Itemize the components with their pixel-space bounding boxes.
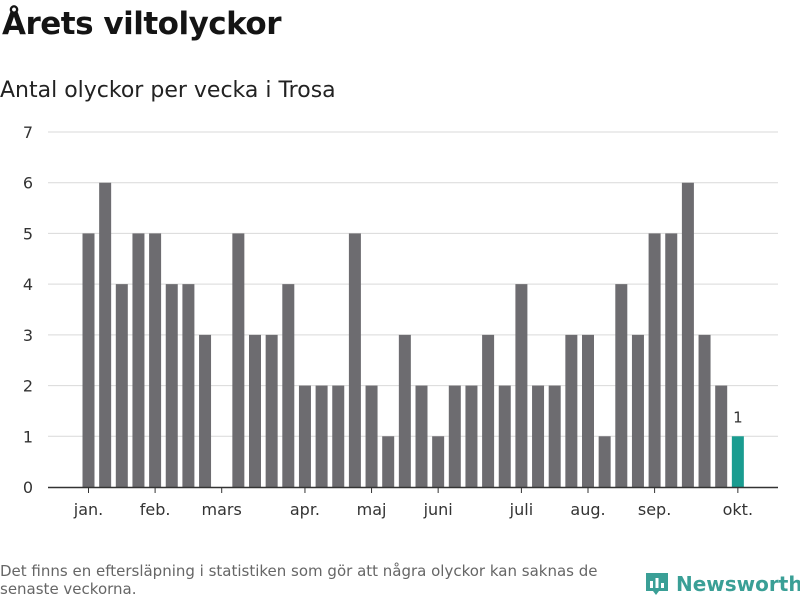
bar — [498, 385, 511, 487]
bar — [548, 385, 561, 487]
x-tick-label: jan. — [73, 500, 103, 519]
bar — [249, 334, 261, 487]
bar — [232, 233, 245, 487]
bar — [182, 284, 195, 487]
bar — [598, 436, 611, 487]
bar — [165, 284, 178, 487]
x-tick-label: apr. — [290, 500, 320, 519]
bar — [715, 385, 728, 487]
bar — [199, 334, 212, 487]
bar — [482, 334, 495, 487]
bar — [265, 334, 278, 487]
bar — [665, 233, 678, 487]
bar — [282, 284, 295, 487]
y-tick-label: 7 — [23, 123, 33, 142]
brand-name: Newsworthy — [676, 572, 800, 596]
bar — [648, 233, 661, 487]
y-tick-label: 0 — [23, 478, 33, 497]
bar-highlight — [731, 436, 744, 487]
y-tick-label: 4 — [23, 275, 33, 294]
brand: Newsworthy — [644, 568, 800, 600]
bar — [615, 284, 628, 487]
x-tick-label: feb. — [140, 500, 171, 519]
bar — [382, 436, 395, 487]
y-tick-label: 6 — [23, 174, 33, 193]
data-label: 1 — [733, 408, 743, 426]
y-tick-label: 2 — [23, 377, 33, 396]
bar — [332, 385, 345, 487]
x-tick-label: aug. — [570, 500, 605, 519]
x-tick-label: juni — [423, 500, 453, 519]
x-tick-label: okt. — [723, 500, 753, 519]
bar — [432, 436, 445, 487]
newsworthy-chart-logo-icon — [646, 573, 668, 595]
x-tick-label: mars — [202, 500, 242, 519]
footnote: Det finns en eftersläpning i statistiken… — [0, 562, 598, 598]
bar — [115, 284, 128, 487]
bar — [99, 182, 112, 487]
bar — [315, 385, 328, 487]
bar — [465, 385, 478, 487]
bar — [448, 385, 461, 487]
y-tick-label: 3 — [23, 326, 33, 345]
x-tick-label: sep. — [638, 500, 671, 519]
x-tick-label: maj — [357, 500, 387, 519]
x-tick-label: juli — [509, 500, 533, 519]
bar — [132, 233, 145, 487]
chart-subtitle: Antal olyckor per vecka i Trosa — [0, 78, 336, 103]
bar — [149, 233, 162, 487]
chart-title: Årets viltolyckor — [2, 6, 282, 42]
y-tick-label: 5 — [23, 224, 33, 243]
bar — [582, 334, 594, 487]
bar — [681, 182, 694, 487]
bar — [415, 385, 428, 487]
bar — [565, 334, 578, 487]
bar — [298, 385, 311, 487]
bar-chart: 0 1 2 3 4 5 6 7 1 jan. feb. mars apr. maj juni juli aug.… — [23, 123, 778, 519]
bar — [398, 334, 411, 487]
bar — [348, 233, 361, 487]
bar — [82, 233, 95, 487]
bar — [365, 385, 378, 487]
y-tick-label: 1 — [23, 427, 33, 446]
bar — [631, 334, 644, 487]
bar — [532, 385, 545, 487]
bar — [515, 284, 528, 487]
bar — [698, 334, 711, 487]
